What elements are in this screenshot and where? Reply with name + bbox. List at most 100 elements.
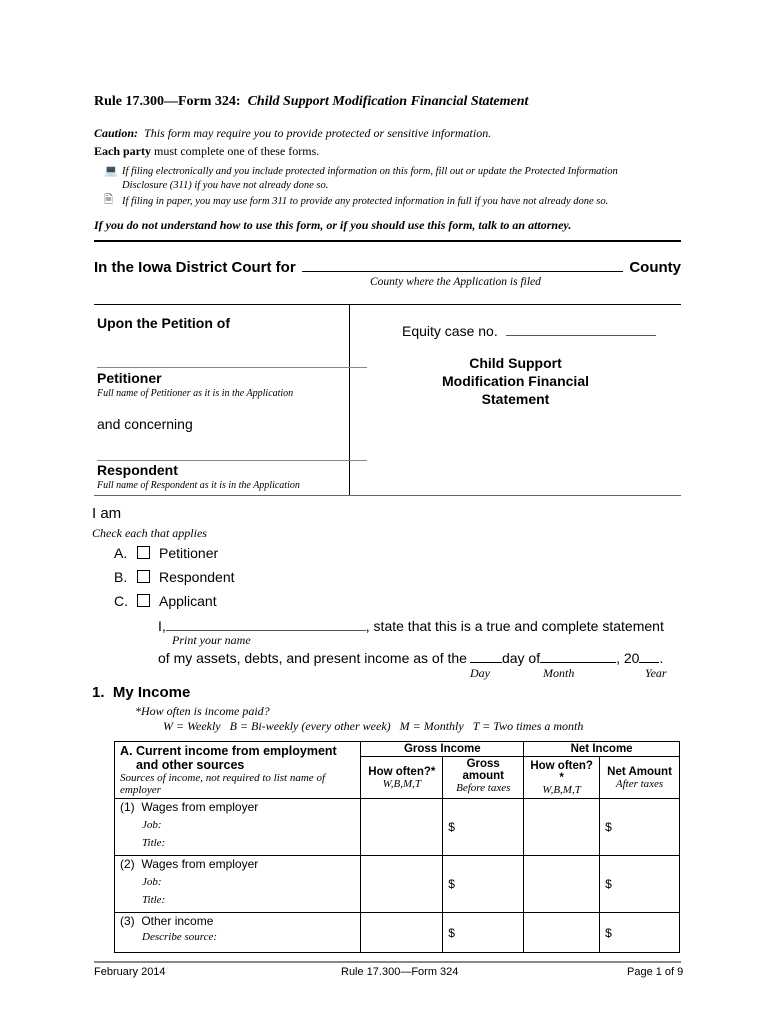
title-label: Title: [142, 837, 166, 849]
equity-case-input[interactable] [505, 322, 656, 336]
county-label: County [629, 259, 681, 276]
gross-amount-input[interactable]: $ [442, 798, 525, 856]
describe-source-label: Describe source: [142, 931, 218, 943]
net-amount-input[interactable]: $ [599, 855, 680, 913]
petitioner-hint: Full name of Petitioner as it is in the … [97, 388, 294, 399]
table-header-row: A. Current income from employment and ot… [113, 741, 680, 799]
petitioner-label: Petitioner [97, 370, 162, 386]
gross-how-often-input[interactable] [360, 855, 444, 913]
and-concerning: and concerning [97, 416, 193, 432]
net-amount-header: Net Amount After taxes [599, 756, 680, 799]
year-input[interactable] [639, 649, 660, 663]
county-caption: County where the Application is filed [370, 276, 541, 288]
statement-text: , state that this is a true and complete… [365, 618, 664, 634]
doc-title-line: Statement [481, 391, 550, 407]
respondent-checkbox[interactable] [137, 570, 150, 583]
equity-case-label: Equity case no. [402, 323, 498, 339]
col-a-title: and other sources [136, 758, 245, 772]
net-income-header: Net Income [523, 741, 680, 757]
petitioner-name-input[interactable] [97, 367, 367, 368]
rule-number: Rule 17.300—Form 324: [94, 94, 241, 109]
job-label: Job: [142, 819, 162, 831]
dollar-sign: $ [605, 877, 612, 891]
equity-case-line: Equity case no. [402, 322, 656, 339]
bullet-electronic: If filing electronically and you include… [122, 166, 618, 177]
table-subheader-row: How often?* W,B,M,T Gross amount Before ta… [115, 756, 680, 799]
footer-form: Rule 17.300—Form 324 [341, 966, 459, 978]
day-of-label: day of [501, 650, 541, 666]
county-input[interactable] [301, 258, 624, 272]
option-letter: C. [114, 593, 128, 609]
gross-amount-header: Gross amount Before taxes [442, 756, 525, 799]
dollar-sign: $ [605, 820, 612, 834]
gross-amount-input[interactable]: $ [442, 912, 525, 953]
period: . [659, 650, 664, 666]
dollar-sign: $ [448, 877, 455, 891]
caution-text: This form may require you to provide pro… [144, 126, 492, 140]
net-amount-input[interactable]: $ [599, 912, 680, 953]
footer-page: Page 1 of 9 [627, 966, 684, 978]
row-label: Wages from employer [141, 800, 259, 814]
row-number: (1) [120, 800, 135, 814]
each-party-bold: Each party [94, 144, 151, 158]
dollar-sign: $ [605, 925, 612, 940]
upon-petition-label: Upon the Petition of [97, 315, 230, 331]
computer-icon: 💻 [104, 165, 118, 177]
attorney-note: If you do not understand how to use this… [94, 218, 572, 232]
income-heading: 1. My Income [92, 684, 191, 701]
divider [349, 304, 350, 496]
income-source-cell: (1) Wages from employer Job: Title: [113, 798, 362, 856]
i-am-hint: Check each that applies [92, 526, 207, 540]
bullet-electronic-cont: Disclosure (311) if you have not already… [122, 180, 329, 191]
petitioner-checkbox[interactable] [137, 546, 150, 559]
day-label: Day [470, 666, 490, 680]
net-amount-input[interactable]: $ [599, 798, 680, 856]
frequency-legend: W = Weekly B = Bi-weekly (every other we… [163, 719, 584, 733]
net-how-often-input[interactable] [523, 912, 601, 953]
print-name-hint: Print your name [172, 633, 251, 647]
document-title: Child Support Modification Financial Sta… [350, 354, 681, 408]
row-number: (2) [120, 857, 135, 871]
gross-how-often-input[interactable] [360, 912, 444, 953]
petitioner-option-label: Petitioner [159, 545, 219, 561]
footer-divider [94, 961, 681, 963]
respondent-name-input[interactable] [97, 460, 367, 461]
table-row: (2) Wages from employer Job: Title: $ $ [113, 855, 680, 913]
statement-line-2: of my assets, debts, and present income … [158, 649, 663, 666]
day-input[interactable] [469, 649, 502, 663]
table-row: (1) Wages from employer Job: Title: $ $ [113, 798, 680, 856]
each-party-text: must complete one of these forms. [154, 144, 320, 158]
statement-line-1: I, , state that this is a true and compl… [158, 617, 664, 634]
col-a-title: A. Current income from employment [120, 744, 337, 758]
net-amount-label: Net Amount [607, 765, 672, 778]
job-label: Job: [142, 876, 162, 888]
month-input[interactable] [540, 649, 617, 663]
row-label: Wages from employer [141, 857, 259, 871]
applicant-checkbox[interactable] [137, 594, 150, 607]
form-header: Rule 17.300—Form 324: Child Support Modi… [94, 94, 528, 110]
doc-title-line: Modification Financial [441, 373, 589, 389]
bullet-paper: If filing in paper, you may use form 311… [122, 196, 609, 207]
gross-amount-label: Gross amount [462, 758, 504, 782]
net-how-often-header: How often?* W,B,M,T [523, 756, 601, 799]
each-party: Each party must complete one of these fo… [94, 144, 319, 159]
row-number: (3) [120, 914, 135, 928]
year-label: Year [645, 666, 667, 680]
net-how-often-input[interactable] [523, 798, 601, 856]
year-prefix: , 20 [616, 650, 640, 666]
gross-how-often-header: How often?* W,B,M,T [360, 756, 444, 799]
title-label: Title: [142, 894, 166, 906]
statement-text: of my assets, debts, and present income … [158, 650, 467, 666]
gross-income-header: Gross Income [360, 741, 525, 757]
gross-amount-input[interactable]: $ [442, 855, 525, 913]
respondent-label: Respondent [97, 462, 178, 478]
divider [94, 495, 681, 496]
document-icon: 🗎 [104, 194, 113, 206]
net-how-often-input[interactable] [523, 855, 601, 913]
respondent-hint: Full name of Respondent as it is in the … [97, 480, 300, 491]
respondent-option-label: Respondent [159, 569, 235, 585]
before-taxes-label: Before taxes [456, 782, 511, 794]
print-name-input[interactable] [165, 617, 366, 631]
gross-how-often-input[interactable] [360, 798, 444, 856]
